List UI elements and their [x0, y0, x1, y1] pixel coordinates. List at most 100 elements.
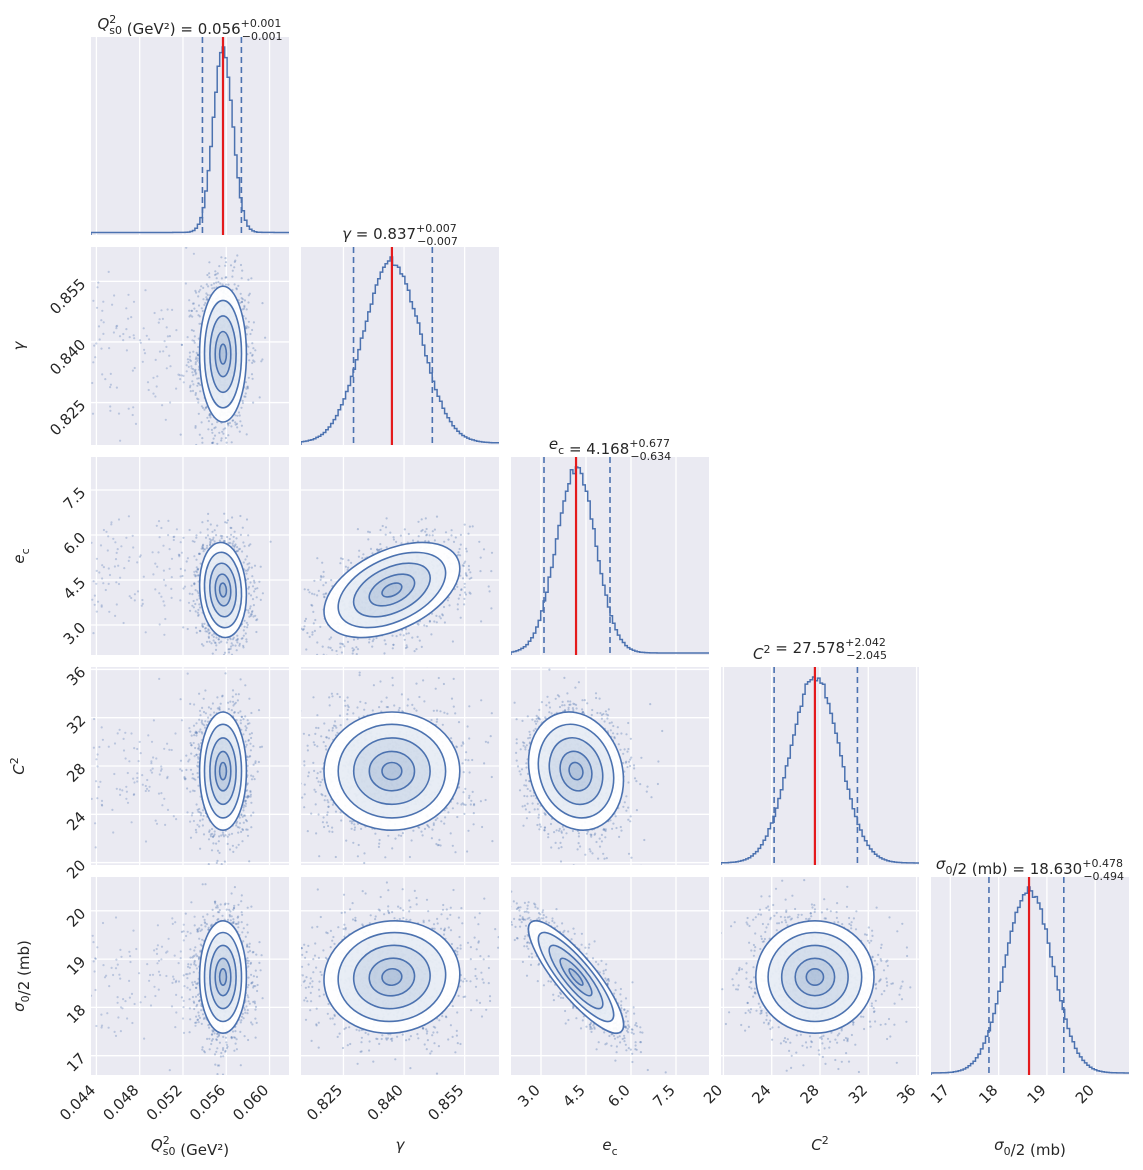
sample-point	[442, 605, 446, 609]
sample-point	[194, 363, 197, 366]
sample-point	[351, 649, 355, 652]
sample-point	[229, 647, 232, 651]
sample-point	[324, 592, 327, 595]
sample-point	[198, 322, 201, 325]
sample-point	[206, 630, 209, 633]
sample-point	[456, 608, 459, 611]
sample-point	[198, 603, 201, 606]
sample-point	[246, 577, 250, 581]
sample-point	[425, 527, 428, 531]
sample-point	[206, 273, 209, 277]
sample-point	[245, 327, 248, 330]
sample-point	[490, 570, 493, 573]
sample-point	[197, 592, 200, 595]
sample-point	[179, 698, 182, 701]
sample-point	[231, 542, 234, 545]
sample-point	[202, 286, 205, 289]
sample-point	[195, 566, 198, 569]
sample-point	[213, 273, 217, 276]
sample-point	[127, 407, 130, 410]
sample-point	[233, 283, 236, 286]
sample-point	[244, 725, 247, 728]
sample-point	[193, 369, 196, 372]
sample-point	[115, 325, 118, 328]
sample-point	[404, 628, 408, 631]
sample-point	[242, 804, 245, 807]
sample-point	[212, 536, 215, 539]
sample-point	[181, 574, 184, 578]
sample-point	[465, 573, 468, 576]
sample-point	[197, 382, 200, 385]
panel-background	[301, 247, 499, 445]
sample-point	[234, 423, 237, 426]
sample-point	[236, 637, 239, 641]
sample-point	[222, 653, 226, 655]
sample-point	[209, 540, 212, 543]
sample-point	[316, 653, 319, 655]
sample-point	[443, 621, 446, 624]
sample-point	[256, 618, 259, 621]
sample-point	[128, 595, 131, 598]
sample-point	[243, 395, 246, 398]
sample-point	[117, 582, 121, 586]
sample-point	[208, 261, 211, 264]
sample-point	[239, 301, 242, 304]
sample-point	[207, 838, 211, 841]
sample-point	[264, 336, 267, 339]
sample-point	[162, 350, 165, 353]
sample-point	[291, 667, 293, 669]
sample-point	[430, 633, 433, 636]
sample-point	[207, 656, 209, 658]
sample-point	[202, 548, 205, 551]
sample-point	[134, 422, 138, 425]
sample-point	[189, 702, 192, 706]
sample-point	[92, 632, 95, 635]
sample-point	[207, 428, 210, 431]
sample-point	[203, 408, 206, 411]
sample-point	[225, 641, 228, 644]
sample-point	[252, 775, 255, 778]
sample-point	[107, 535, 110, 538]
sample-point	[191, 593, 194, 596]
sample-point	[221, 430, 224, 433]
sample-point	[251, 342, 254, 345]
sample-point	[193, 339, 196, 342]
sample-point	[133, 599, 136, 602]
sample-point	[465, 550, 468, 553]
sample-point	[191, 540, 194, 543]
sample-point	[171, 308, 174, 311]
sample-point	[166, 308, 169, 311]
sample-point	[122, 332, 125, 336]
sample-point	[469, 571, 472, 574]
sample-point	[115, 581, 118, 584]
sample-point	[197, 747, 200, 750]
sample-point	[164, 617, 167, 621]
sample-point	[239, 663, 241, 665]
sample-point	[446, 599, 449, 602]
sample-point	[189, 359, 192, 362]
sample-point	[425, 533, 429, 536]
sample-point	[104, 378, 107, 381]
sample-point	[233, 260, 236, 263]
sample-point	[463, 591, 467, 594]
sample-point	[232, 850, 235, 854]
sample-point	[250, 566, 253, 569]
sample-point	[247, 278, 250, 281]
sample-point	[302, 628, 305, 631]
sample-point	[214, 270, 217, 273]
sample-point	[241, 637, 244, 640]
sample-point	[339, 642, 342, 645]
sample-point	[346, 640, 350, 644]
sample-point	[237, 661, 239, 663]
sample-point	[216, 272, 219, 275]
sample-point	[221, 283, 224, 286]
sample-point	[425, 625, 428, 628]
sample-point	[158, 592, 161, 595]
sample-point	[233, 711, 236, 714]
sample-point	[463, 586, 466, 589]
sample-point	[256, 587, 259, 590]
sample-point	[190, 367, 193, 370]
sample-point	[228, 537, 231, 541]
sample-point	[198, 629, 201, 632]
sample-point	[207, 635, 210, 638]
